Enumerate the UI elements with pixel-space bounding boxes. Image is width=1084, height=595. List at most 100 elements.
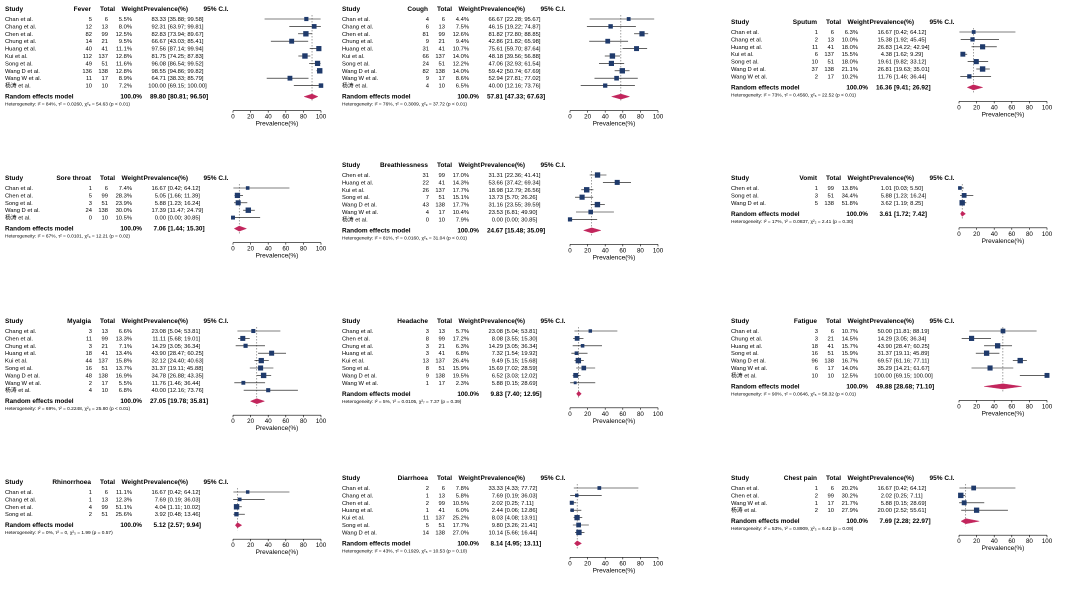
study-prevalence: 11.11 — [152, 336, 166, 342]
study-ci: [3.03; 12.02] — [505, 373, 538, 379]
pooled-prevalence: 49.88 — [876, 383, 892, 390]
pooled-diamond — [249, 398, 266, 405]
study-total: 21 — [439, 344, 445, 350]
study-square — [958, 492, 964, 499]
pooled-prevalence: 7.69 — [880, 518, 893, 525]
study-name: Kui et al. — [342, 188, 365, 194]
study-square — [574, 514, 580, 521]
study-total: 51 — [828, 351, 834, 357]
x-axis-label: Prevalence(%) — [593, 254, 636, 261]
study-square — [237, 497, 242, 502]
study-total: 51 — [439, 195, 445, 201]
study-square — [311, 24, 317, 29]
x-tick-label: 80 — [300, 246, 307, 253]
study-prevalence: 100.00 — [148, 84, 166, 90]
study-prevalence: 15.69 — [488, 366, 503, 372]
study-events: 48 — [86, 373, 92, 379]
pooled-weight: 100.0% — [457, 227, 479, 234]
col-header-ci: 95% C.I. — [930, 19, 955, 26]
study-ci: [37.42; 69.34] — [505, 180, 541, 186]
x-axis-label: Prevalence(%) — [982, 545, 1025, 552]
study-square — [251, 328, 256, 334]
study-events: 1 — [89, 497, 92, 503]
study-weight: 17.7% — [453, 523, 469, 529]
study-weight: 12.8% — [116, 69, 132, 75]
study-events: 5 — [89, 193, 92, 199]
study-square — [302, 53, 308, 59]
col-header-study: Study — [342, 6, 360, 13]
study-ci: [32.93; 61.54] — [505, 61, 541, 67]
study-events: 6 — [815, 52, 818, 58]
forest-panel-vomit: Study Vomit Total Weight Prevalence(%) 95% C.… — [730, 173, 1075, 291]
pooled-ci: [2.57; 9.94] — [168, 522, 201, 529]
col-header-prevalence: Prevalence(%) — [144, 175, 188, 182]
study-name: Chen et al. — [342, 32, 370, 38]
study-events: 1 — [815, 30, 818, 36]
pooled-weight: 100.0% — [120, 522, 142, 529]
outcome-title: Diarrhoea — [398, 475, 429, 482]
study-name: Wang W et al. — [342, 76, 379, 82]
study-prevalence: 13.73 — [488, 195, 503, 201]
study-events: 3 — [815, 336, 818, 342]
study-total: 13 — [439, 493, 445, 499]
study-prevalence: 92.31 — [151, 24, 166, 30]
x-tick-label: 80 — [1026, 104, 1033, 111]
study-total: 137 — [435, 359, 445, 365]
study-name: 杨涛 et al. — [5, 82, 31, 90]
study-ci: [94.86; 99.82] — [168, 69, 204, 75]
pooled-ci: [28.68; 71.10] — [894, 383, 934, 390]
x-tick-label: 20 — [584, 560, 591, 567]
study-square — [245, 207, 252, 213]
study-ci: [0.06; 12.86] — [505, 508, 538, 514]
study-prevalence: 66.67 — [151, 39, 166, 45]
col-header-ci: 95% C.I. — [541, 162, 566, 169]
outcome-title: Rhinorrhoea — [52, 479, 91, 486]
study-weight: 14.3% — [453, 180, 469, 186]
study-name: Kui et al. — [5, 359, 28, 365]
study-square — [289, 38, 295, 44]
study-prevalence: 31.37 — [877, 351, 892, 357]
study-total: 51 — [439, 523, 445, 529]
study-total: 41 — [439, 180, 445, 186]
study-events: 16 — [812, 351, 818, 357]
x-tick-label: 80 — [1026, 403, 1033, 410]
study-total: 10 — [439, 217, 445, 223]
x-tick-label: 40 — [991, 104, 998, 111]
col-header-weight: Weight — [847, 318, 869, 325]
pooled-weight: 100.0% — [846, 84, 868, 91]
study-prevalence: 100.00 — [874, 373, 892, 379]
study-ci: [26.88; 43.35] — [168, 373, 204, 379]
study-prevalence: 5.88 — [492, 381, 503, 387]
study-ci: [1.54; 19.92] — [505, 351, 538, 357]
study-total: 51 — [102, 201, 108, 207]
heterogeneity-text: Heterogeneity: I² = 67%, τ² = 0.0101, χ²… — [5, 234, 130, 240]
col-header-prevalence: Prevalence(%) — [144, 318, 188, 325]
x-axis-label: Prevalence(%) — [982, 238, 1025, 245]
col-header-total: Total — [826, 318, 841, 325]
forest-plot-svg: Study Breathlessness Total Weight Prevalence… — [342, 162, 664, 261]
study-weight: 6.0% — [456, 508, 469, 514]
study-weight: 30.0% — [116, 208, 132, 214]
study-prevalence: 47.06 — [488, 61, 503, 67]
study-ci: [19.11; 45.88] — [168, 366, 203, 372]
study-square — [573, 381, 577, 385]
col-header-total: Total — [100, 318, 115, 325]
x-tick-label: 100 — [316, 246, 327, 253]
study-name: Chan et al. — [342, 17, 370, 23]
x-tick-label: 40 — [991, 403, 998, 410]
study-prevalence: 7.69 — [492, 493, 503, 499]
study-total: 10 — [828, 508, 834, 514]
study-square — [241, 380, 246, 385]
study-ci: [0.15; 28.69] — [505, 381, 538, 387]
study-name: Huang et al. — [342, 508, 374, 514]
study-total: 6 — [442, 17, 445, 23]
study-events: 3 — [89, 201, 92, 207]
pooled-label: Random effects model — [731, 84, 800, 91]
x-tick-label: 20 — [584, 114, 591, 121]
study-ci: [5.04; 53.81] — [168, 329, 201, 335]
study-name: Huang et al. — [731, 45, 763, 51]
study-weight: 51.1% — [116, 505, 132, 511]
col-header-prevalence: Prevalence(%) — [870, 318, 914, 325]
study-events: 1 — [815, 501, 818, 507]
study-events: 18 — [86, 351, 92, 357]
